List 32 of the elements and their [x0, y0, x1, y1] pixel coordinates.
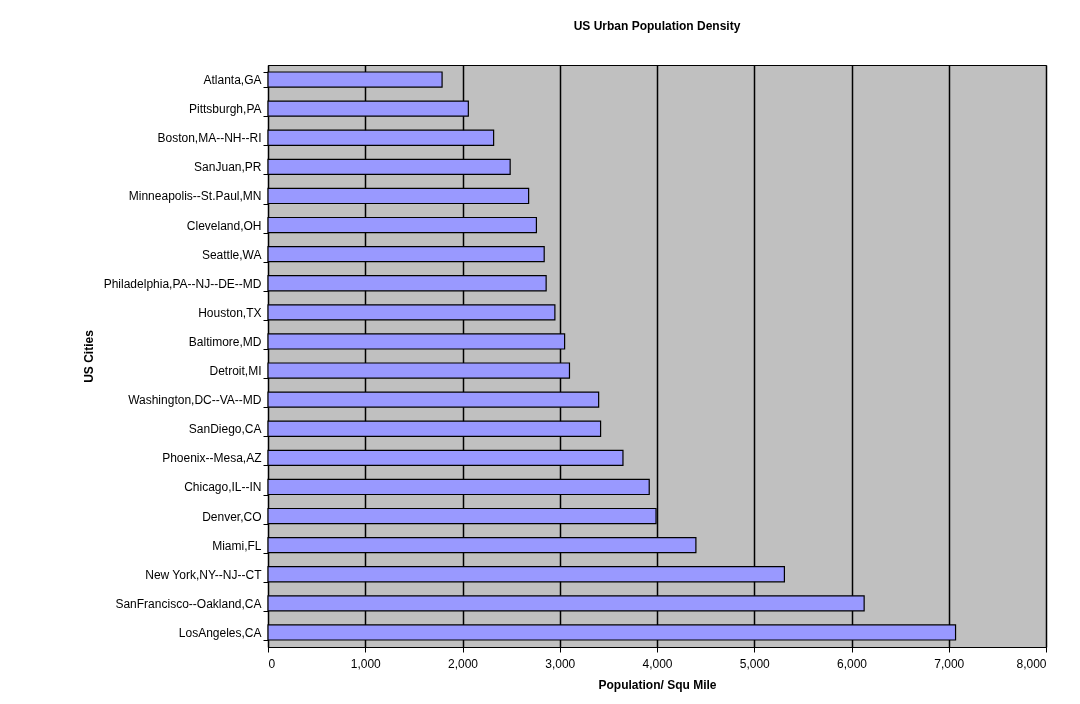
- y-tick-label: SanFrancisco--Oakland,CA: [115, 596, 262, 611]
- y-tick-label: Miami,FL: [212, 538, 262, 553]
- y-tick-label: Houston,TX: [198, 305, 262, 320]
- x-tick-label: 3,000: [545, 656, 576, 671]
- y-axis-title: US Cities: [81, 329, 96, 383]
- x-tick-label: 1,000: [350, 656, 382, 671]
- x-tick-label: 0: [268, 656, 276, 671]
- y-tick-label: Philadelphia,PA--NJ--DE--MD: [103, 276, 262, 291]
- y-tick-label: Seattle,WA: [201, 247, 262, 262]
- y-tick-label: Minneapolis--St.Paul,MN: [128, 189, 262, 204]
- y-tick-label: Baltimore,MD: [188, 334, 262, 349]
- y-tick-label: Chicago,IL--IN: [184, 480, 262, 495]
- y-tick-label: Denver,CO: [202, 509, 262, 524]
- y-tick-label: SanDiego,CA: [188, 422, 262, 437]
- y-tick-label: Atlanta,GA: [203, 73, 262, 88]
- y-tick-label: Washington,DC--VA--MD: [128, 393, 262, 408]
- y-tick-label: Boston,MA--NH--RI: [157, 131, 262, 146]
- x-tick-label: 8,000: [1016, 656, 1047, 671]
- x-tick-label: 6,000: [836, 656, 868, 671]
- y-tick-label: Pittsburgh,PA: [189, 102, 262, 117]
- x-tick-label: 2,000: [447, 656, 479, 671]
- x-tick-label: 7,000: [934, 656, 965, 671]
- y-tick-label: Detroit,MI: [209, 364, 262, 379]
- x-tick-label: 4,000: [642, 656, 673, 671]
- y-tick-label: New York,NY--NJ--CT: [145, 567, 263, 582]
- y-tick-label: SanJuan,PR: [194, 160, 262, 175]
- x-axis-title: Population/ Squ Mile: [598, 677, 717, 692]
- x-tick-label: 5,000: [739, 656, 771, 671]
- y-tick-label: Cleveland,OH: [186, 218, 262, 233]
- chart-title: US Urban Population Density: [573, 19, 741, 33]
- y-tick-label: Phoenix--Mesa,AZ: [162, 451, 262, 466]
- y-tick-label: LosAngeles,CA: [178, 625, 262, 640]
